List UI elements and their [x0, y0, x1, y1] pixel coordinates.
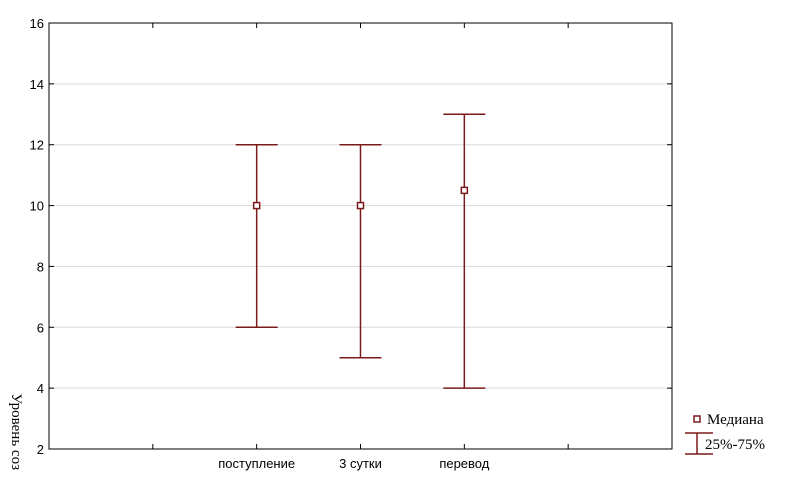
- legend-median-label: Медиана: [707, 412, 764, 428]
- median-marker: [460, 186, 469, 195]
- legend: Медиана 25%-75%: [685, 412, 765, 455]
- y-tick-label: 10: [30, 199, 44, 214]
- x-category-label: перевод: [439, 456, 489, 471]
- y-axis: 2 4 6 8 10 12 14 16: [30, 16, 672, 457]
- chart-marks: [235, 113, 486, 389]
- legend-median-marker: [693, 415, 701, 423]
- y-tick-label: 14: [30, 77, 44, 92]
- x-category-label: 3 сутки: [339, 456, 382, 471]
- x-axis: поступление 3 сутки перевод: [152, 23, 569, 471]
- median-marker: [356, 201, 365, 210]
- y-tick-label: 4: [37, 381, 44, 396]
- y-tick-label: 2: [37, 442, 44, 457]
- legend-range-label: 25%-75%: [705, 437, 765, 453]
- y-tick-label: 12: [30, 138, 44, 153]
- median-marker: [252, 201, 261, 210]
- x-category-label: поступление: [218, 456, 295, 471]
- y-tick-label: 16: [30, 16, 44, 31]
- y-tick-label: 6: [37, 320, 44, 335]
- y-tick-label: 8: [37, 259, 44, 274]
- y-axis-label: Уровень соз: [8, 393, 24, 470]
